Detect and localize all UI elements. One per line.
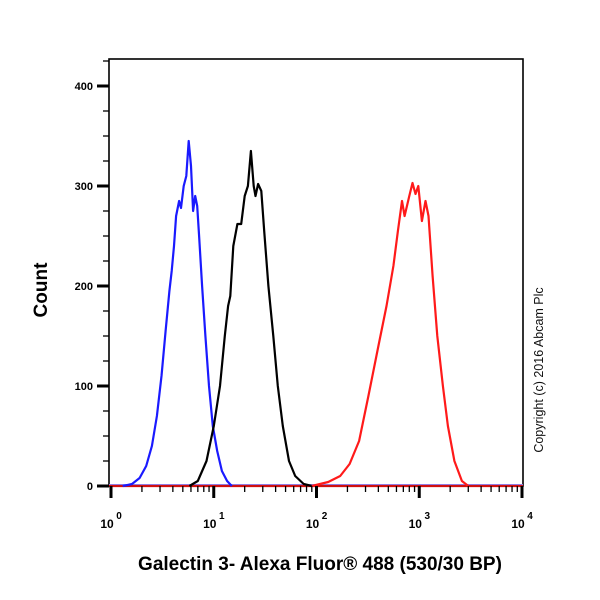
y-tick-label: 400 bbox=[75, 81, 93, 93]
plot-border bbox=[108, 58, 524, 487]
x-tick-exponent: 4 bbox=[527, 511, 533, 522]
x-tick-label: 10 bbox=[306, 517, 320, 531]
copyright-text: Copyright (c) 2016 Abcam Plc bbox=[532, 287, 546, 453]
x-tick-exponent: 1 bbox=[219, 511, 225, 522]
histogram-series-1 bbox=[188, 149, 313, 488]
x-tick-label: 10 bbox=[511, 517, 525, 531]
plot-area bbox=[108, 58, 524, 487]
histogram-series-2 bbox=[311, 181, 469, 488]
x-tick-exponent: 0 bbox=[116, 511, 122, 522]
x-tick-label: 10 bbox=[409, 517, 423, 531]
y-axis-title: Count bbox=[31, 262, 52, 318]
y-tick-label: 0 bbox=[87, 481, 93, 493]
histogram-curves bbox=[109, 139, 523, 488]
y-tick-label: 200 bbox=[75, 281, 93, 293]
histogram-series-0 bbox=[122, 139, 233, 488]
x-tick-label: 10 bbox=[100, 517, 114, 531]
copyright-annotation: Copyright (c) 2016 Abcam Plc bbox=[526, 250, 552, 490]
y-axis: 0 100 200 300 400 bbox=[75, 60, 109, 493]
y-tick-label: 300 bbox=[75, 181, 93, 193]
x-tick-exponent: 3 bbox=[424, 511, 430, 522]
y-tick-label: 100 bbox=[75, 381, 93, 393]
x-axis-label: Galectin 3- Alexa Fluor® 488 (530/30 BP) bbox=[138, 554, 502, 575]
x-tick-exponent: 2 bbox=[322, 511, 328, 522]
y-axis-label: Count bbox=[22, 250, 62, 330]
x-tick-label: 10 bbox=[203, 517, 217, 531]
